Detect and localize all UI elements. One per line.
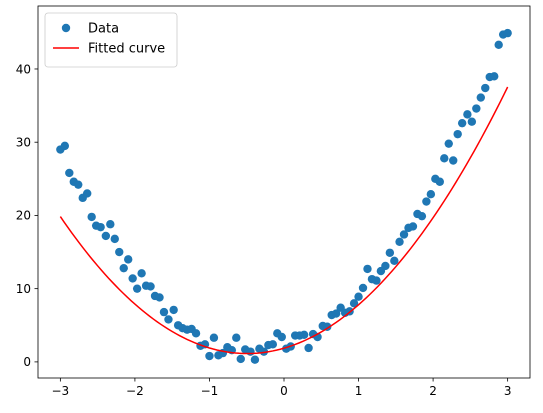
data-point <box>372 276 381 285</box>
data-point <box>490 72 499 81</box>
y-tick-label: 0 <box>23 355 31 369</box>
data-point <box>354 292 363 301</box>
data-point <box>124 255 133 264</box>
data-point <box>209 333 219 342</box>
legend-data-label: Data <box>88 22 119 37</box>
fitted-curve-line <box>59 86 509 355</box>
data-point <box>494 40 503 50</box>
data-point <box>472 104 481 113</box>
data-point <box>299 330 309 339</box>
data-point <box>449 156 458 165</box>
data-point <box>363 264 372 274</box>
data-point <box>435 177 444 186</box>
data-point <box>277 332 286 342</box>
data-point <box>101 231 111 241</box>
y-tick-label: 20 <box>16 209 31 223</box>
x-tick-label: 0 <box>280 384 288 398</box>
data-point <box>426 189 436 199</box>
legend-box <box>44 12 178 68</box>
plot-frame <box>37 5 531 379</box>
data-point <box>422 197 431 206</box>
data-point <box>304 343 313 353</box>
data-point <box>390 256 399 266</box>
data-point <box>503 28 512 38</box>
x-tick-label: 3 <box>504 384 512 398</box>
data-point <box>205 351 214 361</box>
data-point <box>191 329 201 338</box>
x-tick-label: −3 <box>52 384 70 398</box>
data-point <box>395 237 404 246</box>
data-point <box>155 293 164 302</box>
data-point <box>476 93 485 102</box>
data-point <box>159 307 169 317</box>
data-point <box>381 261 390 271</box>
data-point <box>65 168 74 178</box>
data-point <box>60 141 70 151</box>
data-point <box>358 283 368 293</box>
data-point <box>146 282 155 291</box>
legend-data-marker <box>61 23 71 33</box>
data-point <box>164 315 173 324</box>
legend: Data Fitted curve <box>44 12 178 68</box>
data-point <box>259 347 269 356</box>
data-point <box>463 110 472 119</box>
data-point <box>399 230 409 239</box>
data-point <box>453 129 462 139</box>
x-tick-label: −1 <box>201 384 219 398</box>
data-point <box>440 154 449 163</box>
legend-fitted-curve-label: Fitted curve <box>88 42 165 57</box>
data-point <box>246 347 255 356</box>
data-point <box>250 355 260 364</box>
data-point <box>96 222 105 232</box>
data-point <box>106 220 115 229</box>
data-point <box>408 222 418 231</box>
data-point <box>169 305 178 315</box>
x-axis: −3 −2 −1 0 1 2 3 <box>52 378 512 398</box>
data-point <box>236 354 245 364</box>
data-point <box>268 340 278 349</box>
x-tick-label: 2 <box>429 384 437 398</box>
data-point <box>110 234 119 244</box>
data-point <box>457 118 467 128</box>
data-point <box>128 274 137 283</box>
data-point <box>74 180 83 189</box>
data-point <box>417 211 427 221</box>
y-tick-label: 40 <box>16 62 31 76</box>
y-axis: 0 10 20 30 40 <box>16 62 38 369</box>
data-point <box>119 263 128 273</box>
y-tick-label: 10 <box>16 282 31 296</box>
data-point <box>87 212 96 222</box>
data-point <box>83 189 92 198</box>
data-point <box>115 247 124 257</box>
data-point <box>385 248 395 257</box>
data-point <box>132 284 142 293</box>
x-tick-label: 1 <box>355 384 363 398</box>
data-point <box>481 83 490 93</box>
data-point <box>232 333 241 342</box>
x-tick-label: −2 <box>126 384 144 398</box>
data-point <box>349 299 359 308</box>
data-point <box>444 139 453 148</box>
data-point <box>137 269 146 278</box>
y-tick-label: 30 <box>16 136 31 150</box>
data-point <box>331 309 341 318</box>
data-point <box>467 117 477 126</box>
